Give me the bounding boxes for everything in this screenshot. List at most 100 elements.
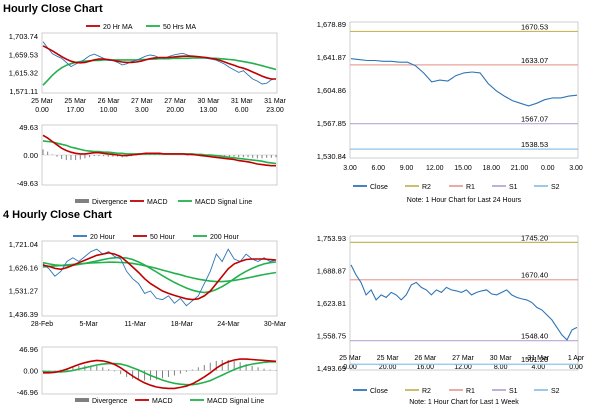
four-hourly-price-x-tick: 18-Mar	[171, 321, 194, 328]
four-hourly-macd-y-tick: 46.96	[19, 345, 38, 354]
hourly-price-x-tick: 20.00	[166, 107, 184, 114]
hourly-price-x-tick: 27 Mar	[131, 98, 153, 105]
hourly-price-x-tick: 6.00	[235, 107, 249, 114]
four-hourly-price-series-ma_long	[42, 256, 277, 294]
four-hourly-price-legend-0-label: 20 Hour	[90, 234, 116, 241]
hourly-price-series-ma_short	[42, 45, 276, 80]
four-hourly-pivot-x-tick: 0.00	[569, 364, 583, 371]
hourly-pivot-legend-4-label: S2	[551, 184, 560, 191]
four-hourly-macd-legend-2-label: MACD Signal Line	[207, 398, 264, 405]
four-hourly-price-series-price	[42, 248, 277, 307]
four-hourly-pivot-x-tick: 0.00	[343, 364, 357, 371]
hourly-pivot-y-tick: 1,567.85	[317, 119, 346, 128]
four-hourly-macd-legend-0-label: Divergence	[92, 398, 128, 405]
hourly-price-y-tick: 1,659.53	[9, 50, 38, 59]
four-hourly-price-y-tick: 1,721.04	[9, 240, 38, 249]
four-hourly-pivot-x-tick: 1 Apr	[568, 355, 585, 362]
four-hourly-pivot-level-label-r1: 1670.40	[521, 271, 548, 280]
four-hourly-macd-series-signal	[42, 360, 276, 386]
hourly-price-legend-0-label: 20 Hr MA	[103, 24, 133, 31]
four-hourly-pivot-x-tick: 26 Mar	[414, 355, 436, 362]
hourly-price-x-tick: 25 Mar	[64, 98, 86, 105]
four-hourly-pivot-legend-4-label: S2	[551, 388, 560, 395]
hourly-pivot-note: Note: 1 Hour Chart for Last 24 Hours	[407, 197, 522, 204]
four-hourly-price-x-tick: 30-Mar	[264, 321, 287, 328]
four-hourly-price-x-tick: 28-Feb	[31, 321, 53, 328]
four-hourly-pivot-level-label-s2: 1501.20	[521, 355, 548, 364]
hourly-pivot-level-label-s1: 1567.07	[521, 115, 548, 124]
four-hourly-pivot-series-close	[350, 264, 578, 341]
four-hourly-pivot-y-tick: 1,688.87	[317, 267, 346, 276]
hourly-macd-legend-2-label: MACD Signal Line	[195, 199, 252, 206]
hourly-price-legend-1-label: 50 Hrs MA	[163, 24, 196, 31]
hourly-pivot-x-tick: 0.00	[541, 165, 555, 172]
hourly-macd-y-tick: -49.63	[17, 179, 38, 188]
four-hourly-pivot-level-label-s1: 1548.40	[521, 332, 548, 341]
hourly-pivot-level-label-s2: 1538.53	[521, 140, 548, 149]
hourly-pivot-x-tick: 6.00	[371, 165, 385, 172]
four-hourly-pivot-legend-1-label: R2	[422, 388, 431, 395]
four-hourly-macd-y-tick: -46.96	[17, 388, 38, 397]
hourly-macd-legend-0-swatch	[75, 199, 89, 203]
hourly-pivot-x-tick: 21.00	[511, 165, 529, 172]
four-hourly-price-legend-2-label: 200 Hour	[210, 234, 239, 241]
hourly-pivot-legend-0-label: Close	[370, 184, 388, 191]
hourly-pivot-x-tick: 18.00	[482, 165, 500, 172]
hourly-price-x-tick: 17.00	[67, 107, 85, 114]
hourly-price-y-tick: 1,571.11	[9, 87, 38, 96]
four-hourly-pivot-level-label-r2: 1745.20	[521, 233, 548, 242]
four-hourly-pivot-x-tick: 8.00	[494, 364, 508, 371]
hourly-pivot-y-tick: 1,604.86	[317, 86, 346, 95]
hourly-price-x-tick: 25 Mar	[31, 98, 53, 105]
four-hourly-pivot-x-tick: 25 Mar	[339, 355, 361, 362]
four-hourly-pivot-x-tick: 16.00	[417, 364, 435, 371]
four-hourly-price-x-tick: 5-Mar	[79, 321, 98, 328]
hourly-macd-series-macd	[42, 134, 276, 167]
four-hourly-price-y-tick: 1,436.39	[9, 310, 38, 319]
hourly-pivot-x-tick: 15.00	[454, 165, 472, 172]
hourly-price-x-tick: 0.00	[35, 107, 49, 114]
hourly-macd-legend-1-label: MACD	[147, 199, 168, 206]
hourly-pivot-x-tick: 9.00	[400, 165, 414, 172]
four-hourly-pivot-x-tick: 25 Mar	[377, 355, 399, 362]
four-hourly-pivot-y-tick: 1,493.69	[317, 364, 346, 373]
four-hourly-macd-legend-0-swatch	[75, 398, 89, 402]
four-hourly-price-legend-1-label: 50 Hour	[150, 234, 176, 241]
hourly-price-x-tick: 10.00	[100, 107, 118, 114]
four-hourly-pivot-x-tick: 31 Mar	[527, 355, 549, 362]
four-hourly-pivot-x-tick: 27 Mar	[452, 355, 474, 362]
hourly-price-y-tick: 1,615.32	[9, 69, 38, 78]
hourly-pivot-level-label-r2: 1670.53	[521, 22, 548, 31]
four-hourly-macd-y-tick: 0.00	[23, 367, 38, 376]
four-hourly-pivot-x-tick: 20.00	[379, 364, 397, 371]
hourly-pivot-x-tick: 12.00	[426, 165, 444, 172]
hourly-section-title: Hourly Close Chart	[3, 3, 103, 15]
hourly-pivot-y-tick: 1,641.87	[317, 53, 346, 62]
hourly-price-x-tick: 3.00	[135, 107, 149, 114]
hourly-macd-legend-0-label: Divergence	[92, 199, 128, 206]
hourly-macd-y-tick: 0.00	[23, 151, 38, 160]
hourly-price-x-tick: 31 Mar	[231, 98, 253, 105]
four-hourly-price-x-tick: 11-Mar	[124, 321, 146, 328]
four-hourly-price-series-ma_short	[42, 252, 277, 301]
hourly-pivot-series-close	[350, 58, 578, 107]
four-hourly-pivot-note: Note: 1 Hour Chart for Last 1 Week	[409, 399, 519, 406]
hourly-price-x-tick: 23.00	[266, 107, 284, 114]
four-hourly-macd-series-macd	[43, 358, 277, 390]
four-hourly-pivot-legend-3-label: S1	[509, 388, 518, 395]
hourly-price-x-tick: 26 Mar	[98, 98, 120, 105]
hourly-price-y-tick: 1,703.74	[9, 32, 38, 41]
hourly-pivot-x-tick: 3.00	[343, 165, 357, 172]
hourly-price-x-tick: 13.00	[200, 107, 218, 114]
hourly-pivot-legend-2-label: R1	[466, 184, 475, 191]
four-hourly-price-y-tick: 1,531.27	[9, 287, 38, 296]
four-hourly-price-x-tick: 24-Mar	[217, 321, 240, 328]
four-hourly-macd-legend-1-label: MACD	[152, 398, 173, 405]
four-hourly-section-title: 4 Hourly Close Chart	[3, 209, 112, 221]
four-hourly-pivot-y-tick: 1,753.93	[317, 234, 346, 243]
four-hourly-pivot-frame	[349, 235, 579, 371]
hourly-pivot-frame	[349, 21, 579, 159]
four-hourly-pivot-legend-2-label: R1	[466, 388, 475, 395]
hourly-pivot-legend-1-label: R2	[422, 184, 431, 191]
